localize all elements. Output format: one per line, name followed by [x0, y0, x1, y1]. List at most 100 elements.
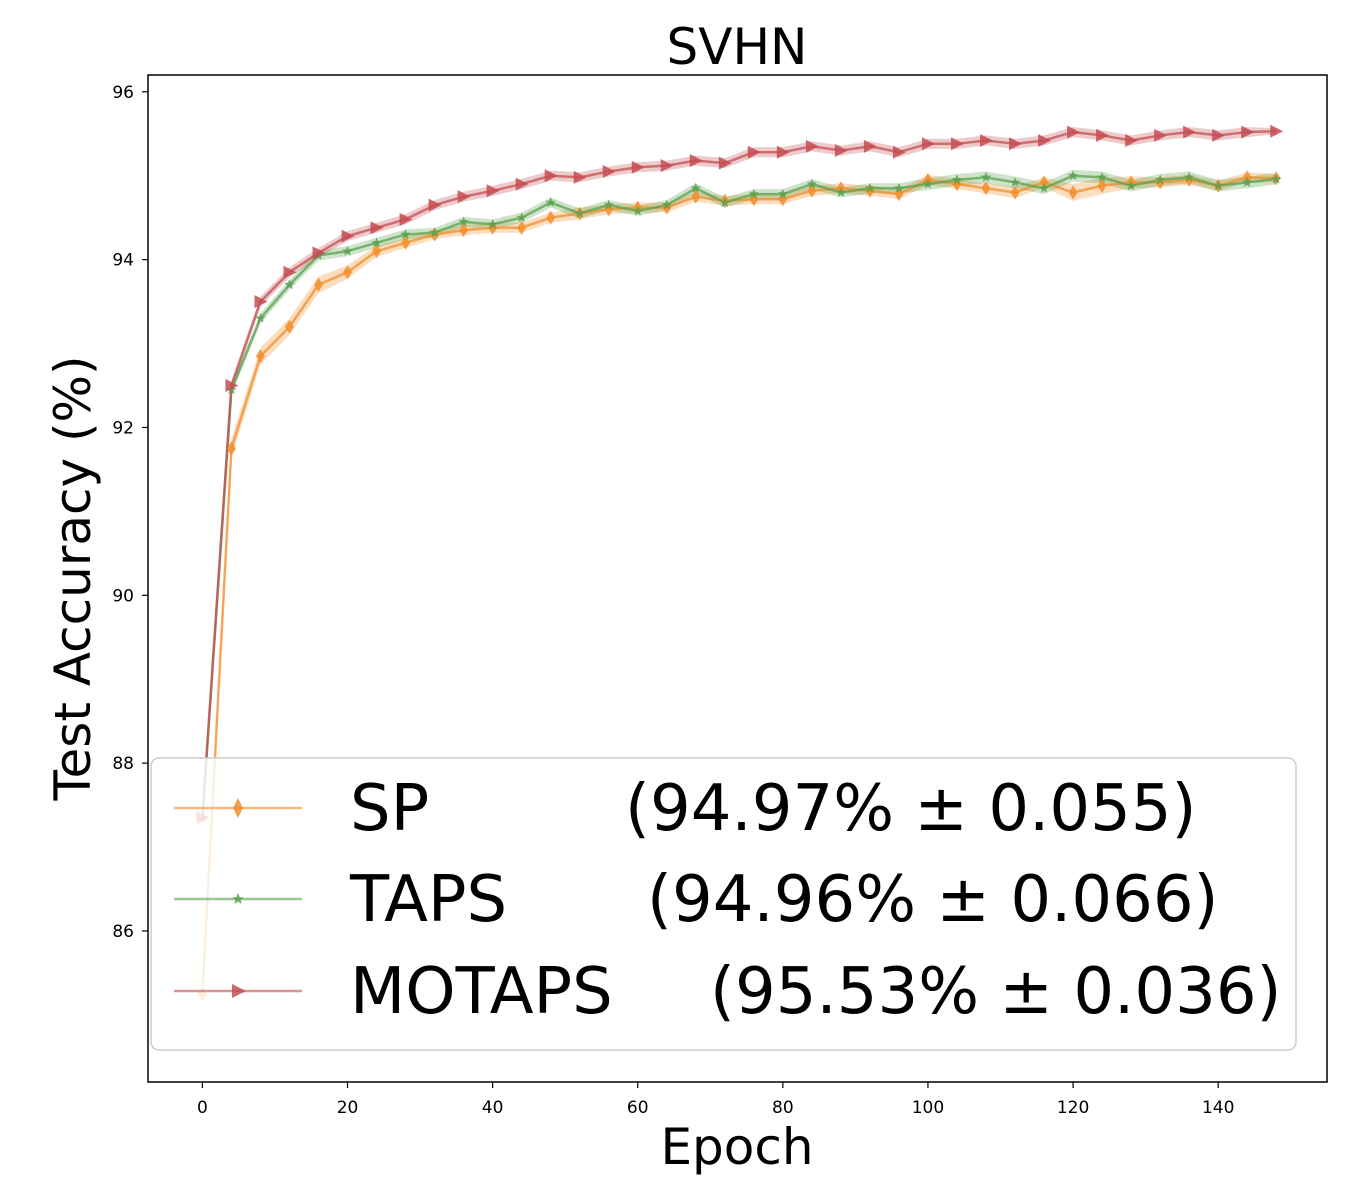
- legend-label-taps: TAPS: [349, 863, 507, 937]
- taps-point-marker: [342, 245, 353, 256]
- motaps-point-marker: [660, 159, 674, 173]
- motaps-point-marker: [370, 221, 384, 235]
- y-tick-label: 88: [112, 754, 134, 774]
- motaps-point-marker: [805, 139, 819, 153]
- y-tick-label: 96: [112, 83, 134, 103]
- legend-stat-motaps: (95.53% ± 0.036): [710, 955, 1282, 1029]
- series-markers: [196, 124, 1284, 1001]
- x-axis-ticks: 0 20 40 60 80 100 120 140: [197, 1082, 1234, 1118]
- taps-point-marker: [777, 188, 789, 199]
- y-axis-ticks: 86 88 90 92 94 96: [112, 83, 148, 942]
- sp-series-line: [201, 176, 1277, 994]
- motaps-point-marker: [1096, 128, 1110, 142]
- motaps-point-marker: [602, 165, 616, 179]
- legend-stat-taps: (94.96% ± 0.066): [647, 863, 1219, 937]
- taps-point-marker: [545, 197, 556, 207]
- motaps-point-marker: [341, 229, 355, 243]
- legend-entry-sp: SP (94.97% ± 0.055): [174, 772, 1197, 846]
- motaps-point-marker: [1125, 133, 1139, 147]
- sp-point-marker: [691, 189, 701, 204]
- sp-point-marker: [604, 202, 614, 217]
- taps-point-marker: [516, 212, 527, 223]
- sp-point-marker: [1039, 175, 1049, 190]
- sp-point-marker: [1010, 185, 1020, 200]
- sp-point-marker: [952, 177, 962, 192]
- y-tick-label: 86: [112, 922, 134, 942]
- taps-point-marker: [806, 178, 818, 189]
- motaps-point-marker: [1009, 137, 1023, 151]
- taps-point-marker: [690, 182, 702, 193]
- sp-point-marker: [372, 244, 382, 259]
- motaps-point-marker: [225, 378, 239, 392]
- legend-triangle-marker-icon: [232, 984, 246, 998]
- x-tick-label: 40: [482, 1098, 504, 1118]
- taps-point-marker: [980, 171, 992, 182]
- motaps-point-marker: [979, 133, 993, 147]
- taps-point-marker: [1241, 176, 1253, 187]
- taps-point-marker: [835, 186, 847, 197]
- legend-box: [150, 757, 1297, 1051]
- taps-point-marker: [1212, 180, 1224, 191]
- motaps-point-marker: [863, 139, 877, 153]
- motaps-point-marker: [399, 212, 413, 226]
- motaps-point-marker: [573, 170, 587, 184]
- taps-series-line: [201, 174, 1277, 818]
- motaps-point-marker: [631, 160, 645, 174]
- taps-point-marker: [1067, 170, 1079, 181]
- motaps-point-marker: [1067, 125, 1081, 139]
- taps-point-marker: [255, 312, 266, 323]
- x-tick-label: 0: [197, 1098, 208, 1118]
- taps-point-marker: [284, 279, 295, 290]
- taps-point-marker: [1183, 171, 1195, 182]
- sp-point-marker: [226, 441, 236, 456]
- motaps-point-marker: [689, 154, 703, 168]
- x-tick-label: 120: [1057, 1098, 1089, 1118]
- taps-point-marker: [574, 207, 585, 218]
- sp-point-marker: [981, 181, 991, 196]
- motaps-point-marker: [892, 145, 906, 159]
- legend-entry-motaps: MOTAPS (95.53% ± 0.036): [174, 955, 1282, 1029]
- motaps-point-marker: [312, 246, 326, 260]
- sp-point-marker: [546, 210, 556, 225]
- taps-point-marker: [1270, 173, 1282, 184]
- motaps-point-marker: [1154, 128, 1168, 142]
- taps-point-marker: [1009, 176, 1021, 187]
- legend: SP (94.97% ± 0.055) TAPS (94.96% ± 0.066…: [150, 757, 1297, 1051]
- legend-label-sp: SP: [350, 772, 429, 846]
- taps-point-marker: [1096, 171, 1108, 182]
- sp-point-marker: [284, 319, 294, 334]
- taps-point-marker: [603, 199, 614, 210]
- taps-point-marker: [429, 227, 440, 238]
- x-tick-label: 140: [1202, 1098, 1234, 1118]
- taps-point-marker: [632, 205, 643, 216]
- legend-star-marker-icon: [232, 893, 244, 904]
- x-tick-label: 100: [912, 1098, 944, 1118]
- legend-diamond-marker-icon: [233, 798, 243, 818]
- legend-entry-taps: TAPS (94.96% ± 0.066): [174, 863, 1219, 937]
- taps-point-marker: [1154, 174, 1166, 185]
- sp-point-marker: [1068, 185, 1078, 200]
- sp-point-marker: [459, 223, 469, 238]
- motaps-point-marker: [718, 156, 732, 170]
- motaps-point-marker: [1038, 133, 1052, 147]
- motaps-point-marker: [921, 137, 935, 151]
- taps-point-marker: [661, 199, 672, 210]
- motaps-point-marker: [1183, 125, 1197, 139]
- sp-point-marker: [517, 220, 527, 235]
- taps-point-marker: [458, 216, 469, 227]
- plot-frame: [147, 74, 1328, 1083]
- sp-point-marker: [1097, 178, 1107, 193]
- x-tick-label: 60: [627, 1098, 649, 1118]
- motaps-point-marker: [747, 145, 761, 159]
- taps-point-marker: [1038, 182, 1050, 193]
- taps-point-marker: [487, 218, 498, 229]
- sp-point-marker: [401, 235, 411, 250]
- taps-point-marker: [893, 182, 905, 193]
- motaps-point-marker: [515, 177, 529, 191]
- taps-point-marker: [748, 188, 760, 199]
- sp-point-marker: [255, 349, 265, 364]
- y-axis-label: Test Accuracy (%): [44, 355, 102, 801]
- taps-point-marker: [226, 384, 237, 395]
- motaps-point-marker: [457, 190, 471, 204]
